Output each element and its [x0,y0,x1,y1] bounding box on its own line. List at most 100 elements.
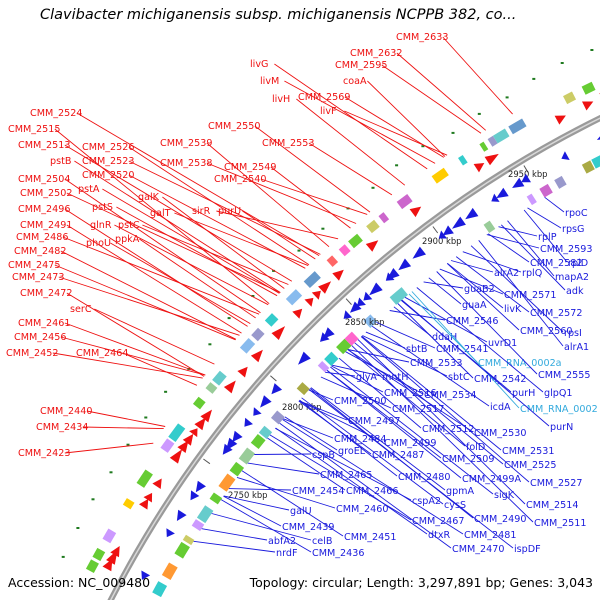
forward-gene-arrow[interactable] [304,297,314,307]
forward-gene-label[interactable]: sirR [192,206,211,217]
reverse-gene-label[interactable]: CMM_2481 [464,530,516,541]
reverse-gene-arrow[interactable] [491,193,500,202]
forward-gene-label[interactable]: livM [260,76,279,87]
forward-gene-arrow[interactable] [554,115,566,125]
forward-gene-arrow[interactable] [152,478,162,490]
forward-gene-label[interactable]: CMM_2496 [18,204,70,215]
reverse-gene-arrow[interactable] [350,301,362,313]
forward-gene-arrow[interactable] [311,290,321,300]
reverse-gene-label[interactable]: icdA [490,402,511,413]
reverse-gene-label[interactable]: CMM_2487 [372,450,424,461]
forward-gene-label[interactable]: CMM_2472 [20,288,72,299]
forward-gene-label[interactable]: CMM_2513 [18,140,70,151]
forward-gene-label[interactable]: CMM_2504 [18,174,70,185]
forward-gene-arrow[interactable] [409,206,422,218]
reverse-gene-arrow[interactable] [438,230,447,239]
reverse-gene-arrow[interactable] [244,417,253,427]
forward-gene-label[interactable]: CMM_2464 [76,348,128,359]
rna-gene-label[interactable]: CMM_RNA_0002 [520,404,598,415]
reverse-gene-label[interactable]: CMM_2530 [474,428,526,439]
reverse-gene-label[interactable]: rpsG [562,224,584,235]
reverse-gene-arrow[interactable] [452,216,466,229]
forward-gene-arrow[interactable] [143,492,153,503]
reverse-gene-label[interactable]: alrA1 [564,342,589,353]
forward-gene-label[interactable]: CMM_2434 [36,422,88,433]
reverse-gene-arrow[interactable] [271,383,283,395]
reverse-gene-label[interactable]: nrdF [276,548,297,559]
forward-gene-label[interactable]: CMM_2524 [30,108,82,119]
reverse-gene-label[interactable]: adk [566,286,584,297]
reverse-gene-arrow[interactable] [512,177,525,188]
reverse-gene-label[interactable]: CMM_2436 [312,548,364,559]
reverse-gene-label[interactable]: rplQ [522,268,543,279]
forward-gene-label[interactable]: CMM_2482 [14,246,66,257]
reverse-gene-arrow[interactable] [232,430,243,442]
forward-gene-arrow[interactable] [250,349,263,363]
reverse-gene-label[interactable]: CMM_2541 [436,344,488,355]
reverse-gene-label[interactable]: rpoC [565,208,588,219]
reverse-gene-arrow[interactable] [386,268,400,281]
reverse-gene-label[interactable]: livK [504,304,522,315]
reverse-gene-label[interactable]: CMM_2533 [410,358,462,369]
reverse-gene-label[interactable]: CMM_2454 [292,486,344,497]
reverse-gene-label[interactable]: mntH [382,372,408,383]
forward-gene-label[interactable]: galT [150,208,171,219]
forward-gene-label[interactable]: CMM_2461 [18,318,70,329]
reverse-gene-label[interactable]: ddaH [432,332,457,343]
reverse-gene-arrow[interactable] [298,351,311,365]
reverse-gene-label[interactable]: ispDF [514,544,541,555]
reverse-gene-label[interactable]: glpQ1 [544,388,573,399]
forward-gene-arrow[interactable] [194,417,206,431]
reverse-gene-label[interactable]: galU [290,506,312,517]
reverse-gene-arrow[interactable] [253,407,262,416]
forward-gene-arrow[interactable] [200,409,212,423]
reverse-gene-label[interactable]: dtxR [428,530,451,541]
reverse-gene-label[interactable]: cspA2 [412,496,441,507]
forward-gene-label[interactable]: CMM_2423 [18,448,70,459]
forward-gene-arrow[interactable] [237,366,248,378]
forward-gene-label[interactable]: purU [218,206,241,217]
reverse-gene-label[interactable]: CMM_2534 [424,390,476,401]
reverse-gene-label[interactable]: CMM_2470 [452,544,504,555]
reverse-gene-label[interactable]: CMM_2490 [474,514,526,525]
forward-gene-label[interactable]: CMM_2515 [8,124,60,135]
reverse-gene-label[interactable]: CMM_2451 [344,532,396,543]
reverse-gene-arrow[interactable] [521,173,531,183]
reverse-gene-label[interactable]: CMM_2517 [392,404,444,415]
reverse-gene-label[interactable]: rpsI [564,328,582,339]
forward-gene-label[interactable]: CMM_2456 [14,332,66,343]
reverse-gene-arrow[interactable] [465,207,479,220]
reverse-gene-arrow[interactable] [596,130,600,140]
reverse-gene-label[interactable]: sigK [494,490,515,501]
forward-gene-label[interactable]: CMM_2440 [40,406,92,417]
reverse-gene-arrow[interactable] [496,187,509,199]
forward-gene-arrow[interactable] [365,240,379,252]
reverse-gene-arrow[interactable] [141,570,151,580]
forward-gene-label[interactable]: livF [320,106,337,117]
forward-gene-label[interactable]: CMM_2550 [208,121,260,132]
reverse-gene-label[interactable]: CMM_2531 [502,446,554,457]
forward-gene-label[interactable]: pstC [118,220,140,231]
reverse-gene-label[interactable]: CMM_2516 [384,388,436,399]
reverse-gene-label[interactable]: sbtB [406,344,427,355]
reverse-gene-label[interactable]: CMM_2511 [534,518,586,529]
forward-gene-label[interactable]: CMM_2595 [335,60,387,71]
reverse-gene-arrow[interactable] [561,151,570,160]
forward-gene-label[interactable]: serC [70,304,92,315]
forward-gene-label[interactable]: livG [250,59,268,70]
reverse-gene-label[interactable]: abfA2 [268,536,296,547]
forward-gene-label[interactable]: CMM_2520 [82,170,134,181]
reverse-gene-label[interactable]: CMM_2514 [526,500,578,511]
reverse-gene-arrow[interactable] [166,528,175,538]
reverse-gene-arrow[interactable] [369,282,383,296]
forward-gene-label[interactable]: phoU [86,238,111,249]
reverse-gene-arrow[interactable] [190,490,200,501]
reverse-gene-label[interactable]: CMM_2499 [384,438,436,449]
reverse-gene-label[interactable]: glyA [356,372,377,383]
forward-gene-label[interactable]: CMM_2452 [6,348,58,359]
reverse-gene-label[interactable]: CMM_2460 [336,504,388,515]
forward-gene-label[interactable]: CMM_2549 [224,162,276,173]
reverse-gene-arrow[interactable] [343,310,353,319]
reverse-gene-label[interactable]: folD [466,442,485,453]
